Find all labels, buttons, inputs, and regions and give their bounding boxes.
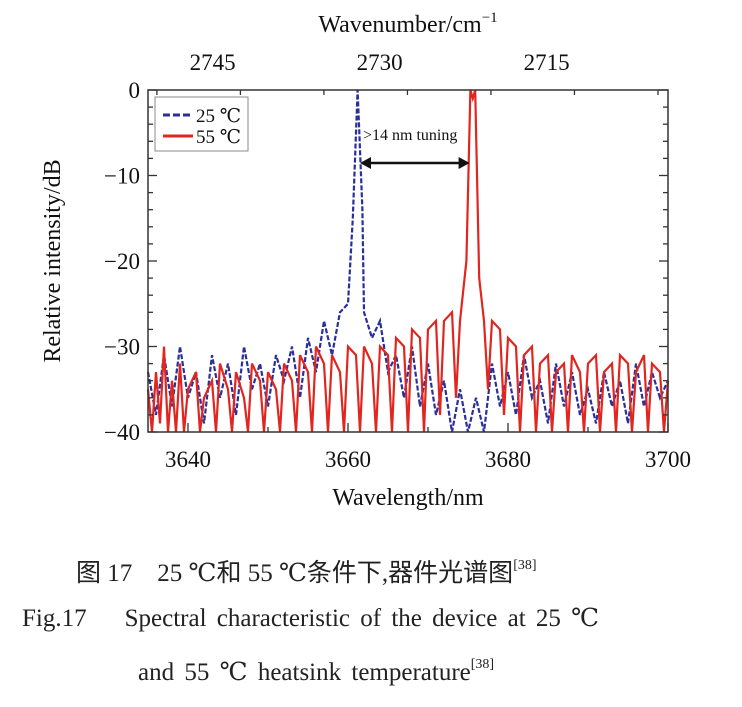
legend: 25 ℃ 55 ℃	[154, 96, 249, 152]
y-axis-label: Relative intensity/dB	[40, 159, 66, 362]
caption-english-text1: Spectral characteristic of the device at…	[124, 605, 600, 632]
y-tick-label: −10	[104, 164, 140, 189]
arrow-head-right	[458, 157, 470, 169]
caption-fig-label: Fig.17	[22, 605, 87, 632]
series-line-0	[146, 89, 669, 433]
caption-english-text2: and 55 ℃ heatsink temperature	[138, 659, 471, 686]
caption-chinese: 图 17 25 ℃和 55 ℃条件下,器件光谱图[38]	[76, 553, 537, 589]
x-tick-label: 3640	[165, 447, 211, 472]
arrow-head-left	[360, 157, 371, 169]
x-tick-label: 3660	[325, 447, 371, 472]
top-tick-label: 2730	[357, 50, 403, 75]
x-tick-label: 3680	[485, 447, 531, 472]
spectrum-chart: 3640 3660 3680 3700 0 −10 −20 −30 −40 2745 2730 271…	[40, 10, 691, 511]
caption-english-line2: and 55 ℃ heatsink temperature[38]	[138, 657, 494, 687]
caption-english-ref: [38]	[470, 657, 495, 672]
top-tick-label: 2715	[524, 50, 570, 75]
tuning-annotation: >14 nm tuning	[363, 127, 457, 144]
legend-label-25c: 25 ℃	[196, 106, 241, 127]
tuning-arrow	[360, 157, 470, 169]
y-tick-label: −40	[104, 420, 140, 445]
x-axis-label: Wavelength/nm	[332, 485, 484, 511]
caption-english-line1: Fig.17 Spectral characteristic of the dev…	[22, 603, 599, 633]
x-tick-label: 3700	[645, 447, 691, 472]
y-tick-label: −20	[104, 249, 140, 274]
y-tick-label: 0	[129, 78, 141, 103]
axis-ticks: 3640 3660 3680 3700 0 −10 −20 −30 −40 2745 2730 271…	[104, 50, 691, 472]
caption-chinese-ref: [38]	[513, 558, 537, 573]
caption-chinese-text: 图 17 25 ℃和 55 ℃条件下,器件光谱图	[76, 560, 514, 587]
legend-label-55c: 55 ℃	[196, 127, 241, 148]
y-tick-label: −30	[104, 335, 140, 360]
top-axis-label: Wavenumber/cm−1	[318, 10, 497, 38]
top-tick-label: 2745	[190, 50, 236, 75]
